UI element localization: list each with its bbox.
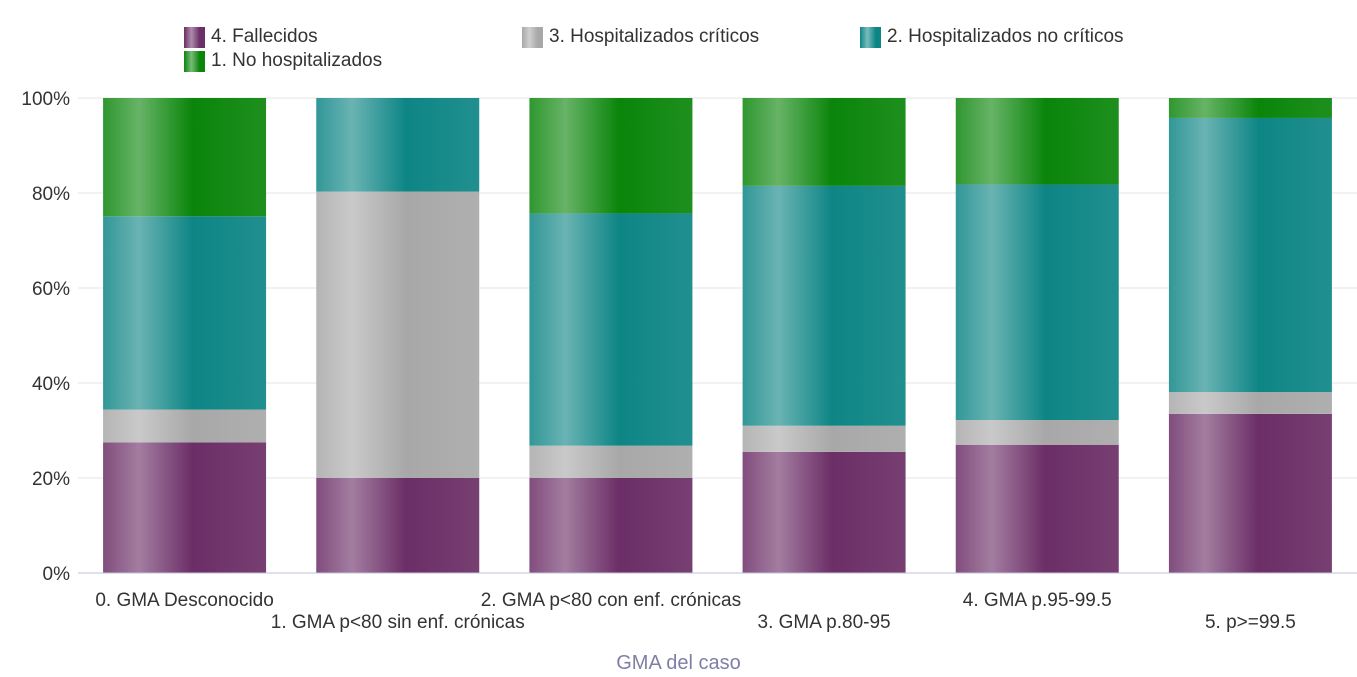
- bar-segment-5-1[interactable]: [1168, 392, 1332, 414]
- bar-segment-3-3[interactable]: [742, 98, 906, 186]
- x-tick-label: 4. GMA p.95-99.5: [963, 590, 1112, 611]
- bar-segment-1-2[interactable]: [316, 98, 480, 192]
- legend-item-no-hospitalizados[interactable]: 1. No hospitalizados: [184, 50, 382, 72]
- y-tick-label: 40%: [32, 374, 70, 395]
- legend-label-hospitalizados-criticos: 3. Hospitalizados críticos: [549, 26, 760, 47]
- legend-swatch-no-hospitalizados: [184, 50, 205, 72]
- bar-segment-0-3[interactable]: [103, 98, 267, 217]
- x-tick-label: 2. GMA p<80 con enf. crónicas: [481, 590, 741, 611]
- legend-swatch-hospitalizados-criticos: [522, 26, 543, 48]
- legend-item-fallecidos[interactable]: 4. Fallecidos: [184, 26, 318, 48]
- y-tick-label: 0%: [43, 564, 71, 585]
- legend-swatch-hospitalizados-no-criticos: [860, 26, 881, 48]
- bar-segment-4-1[interactable]: [955, 420, 1119, 445]
- bar-segment-3-2[interactable]: [742, 185, 906, 426]
- bar-segment-0-0[interactable]: [103, 442, 267, 573]
- bar-segment-5-3[interactable]: [1168, 98, 1332, 118]
- y-tick-label: 60%: [32, 279, 70, 300]
- y-tick-label: 100%: [21, 89, 70, 110]
- legend-item-hospitalizados-no-criticos[interactable]: 2. Hospitalizados no críticos: [860, 26, 1124, 48]
- legend-label-no-hospitalizados: 1. No hospitalizados: [211, 50, 383, 71]
- bar-segment-2-2[interactable]: [529, 213, 693, 446]
- x-axis-title: GMA del caso: [616, 652, 741, 674]
- bar-segment-2-1[interactable]: [529, 445, 693, 478]
- chart-legend: 4. Fallecidos 3. Hospitalizados críticos…: [0, 0, 1357, 80]
- legend-item-hospitalizados-criticos[interactable]: 3. Hospitalizados críticos: [522, 26, 759, 48]
- legend-label-fallecidos: 4. Fallecidos: [211, 26, 318, 47]
- y-tick-label: 80%: [32, 184, 70, 205]
- bar-segment-0-1[interactable]: [103, 409, 267, 443]
- bar-segment-1-1[interactable]: [316, 191, 480, 478]
- bar-segment-4-3[interactable]: [955, 98, 1119, 185]
- bar-segment-4-2[interactable]: [955, 184, 1119, 421]
- bar-segment-5-2[interactable]: [1168, 117, 1332, 393]
- bar-stacks: [103, 98, 1332, 573]
- x-tick-label: 1. GMA p<80 sin enf. crónicas: [271, 612, 525, 633]
- x-tick-label: 0. GMA Desconocido: [95, 590, 273, 611]
- legend-swatch-fallecidos: [184, 26, 205, 48]
- y-axis-tick-labels: 0% 20% 40% 60% 80% 100%: [21, 89, 70, 585]
- y-gridlines: [78, 97, 1357, 574]
- bar-segment-2-3[interactable]: [529, 98, 693, 214]
- legend-label-hospitalizados-no-criticos: 2. Hospitalizados no críticos: [887, 26, 1124, 47]
- bar-segment-0-2[interactable]: [103, 216, 267, 410]
- bar-segment-2-0[interactable]: [529, 478, 693, 573]
- y-tick-label: 20%: [32, 469, 70, 490]
- bar-segment-5-0[interactable]: [1168, 413, 1332, 573]
- x-tick-label: 3. GMA p.80-95: [758, 612, 891, 633]
- bar-segment-4-0[interactable]: [955, 444, 1119, 573]
- x-tick-label: 5. p>=99.5: [1205, 612, 1296, 633]
- bar-segment-3-0[interactable]: [742, 451, 906, 573]
- bar-segment-1-0[interactable]: [316, 478, 480, 573]
- bar-segment-3-1[interactable]: [742, 425, 906, 452]
